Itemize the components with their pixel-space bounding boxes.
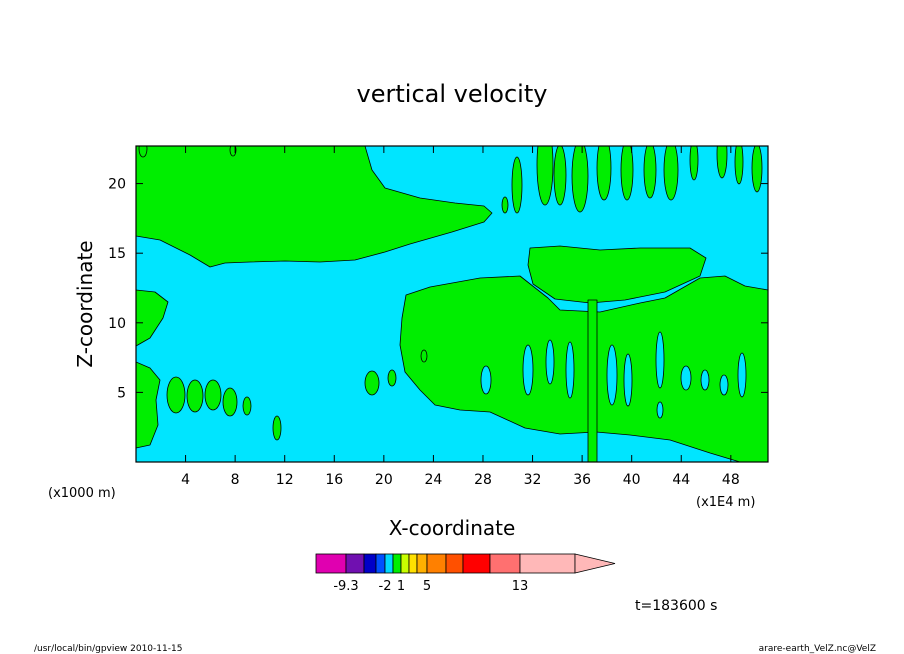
- x-tick-label: 20: [375, 472, 393, 488]
- upper-plume: [734, 146, 744, 185]
- colorbar-extend-arrow: [574, 553, 616, 574]
- downward-streak: [719, 374, 729, 396]
- downward-streak: [565, 341, 575, 399]
- x-tick-label: 24: [424, 472, 442, 488]
- downward-streak: [655, 331, 665, 389]
- x-tick-label: 40: [623, 472, 641, 488]
- colorbar-label: 5: [423, 579, 431, 594]
- y-tick-label: 10: [108, 316, 126, 332]
- x-tick-label: 4: [181, 472, 190, 488]
- upper-plume: [571, 146, 589, 213]
- upper-plume: [620, 146, 634, 201]
- y-tick-label: 20: [108, 177, 126, 193]
- colorbar-segment: [519, 553, 576, 574]
- downward-streak: [522, 344, 534, 396]
- colorbar-label: 13: [512, 579, 529, 594]
- x-tick-label: 12: [276, 472, 294, 488]
- colorbar-segment: [408, 553, 418, 574]
- plot-frame: [135, 145, 769, 463]
- colorbar-segment: [489, 553, 521, 574]
- colorbar-segment: [363, 553, 377, 574]
- y-axis-ticks: 5 10 15 20: [108, 177, 768, 401]
- downward-streak: [480, 365, 492, 395]
- colorbar-segment: [345, 553, 365, 574]
- x-tick-label: 8: [231, 472, 240, 488]
- colorbar-label: 1: [397, 579, 405, 594]
- downward-streak: [606, 344, 618, 406]
- upper-plume: [501, 196, 509, 214]
- y-tick-label: 15: [108, 246, 126, 262]
- upper-plume: [536, 146, 554, 206]
- downward-streak: [656, 401, 664, 419]
- upper-plume: [553, 146, 567, 206]
- upper-plume: [596, 146, 612, 201]
- x-unit-left: (x1000 m): [48, 486, 116, 501]
- downward-streak: [700, 369, 710, 391]
- downward-streak: [737, 352, 747, 398]
- upper-left-band: [136, 146, 493, 268]
- upper-plume: [716, 146, 728, 179]
- mid-right-region: [399, 275, 768, 462]
- colorbar-segment: [426, 553, 447, 574]
- contour-cell: [364, 370, 380, 396]
- upward-velocity-regions: [136, 146, 768, 462]
- contour-cell: [138, 146, 148, 158]
- time-label: t=183600 s: [635, 598, 717, 614]
- contour-cell: [242, 396, 252, 416]
- x-tick-label: 28: [474, 472, 492, 488]
- x-tick-label: 16: [325, 472, 343, 488]
- upper-right-band: [527, 245, 707, 304]
- colorbar-segment: [462, 553, 491, 574]
- contour-cell: [387, 369, 397, 387]
- footer-right: arare-earth_VelZ.nc@VelZ: [759, 644, 876, 654]
- lower-left-region: [136, 361, 161, 449]
- x-tick-label: 32: [524, 472, 542, 488]
- downward-streak: [545, 339, 555, 385]
- x-axis-ticks: 4 8 12 16 20 24 28 32 36 40 44 48: [181, 146, 740, 488]
- upper-plume: [663, 146, 679, 201]
- contour-cell: [272, 415, 282, 441]
- upper-plume: [643, 146, 657, 199]
- x-tick-label: 48: [722, 472, 740, 488]
- contour-cell: [420, 349, 428, 363]
- y-axis-label: Z-coordinate: [73, 240, 97, 367]
- colorbar-segment: [315, 553, 347, 574]
- upper-plume: [751, 146, 763, 193]
- colorbar-segment: [375, 553, 386, 574]
- colorbar-segment: [445, 553, 464, 574]
- chart-title: vertical velocity: [357, 80, 548, 108]
- colorbar-segment: [392, 553, 402, 574]
- x-tick-label: 44: [672, 472, 690, 488]
- downward-streak: [623, 353, 633, 407]
- central-column: [587, 299, 598, 462]
- colorbar-segment: [400, 553, 410, 574]
- y-tick-label: 5: [117, 385, 126, 401]
- footer-left: /usr/local/bin/gpview 2010-11-15: [34, 644, 182, 654]
- colorbar-label: -9.3: [333, 579, 358, 594]
- colorbar: -9.3 -2 1 5 13: [315, 553, 616, 594]
- contour-cell: [204, 379, 222, 411]
- contour-cell: [229, 146, 237, 157]
- upper-plume: [511, 156, 523, 214]
- colorbar-label: -2: [379, 579, 392, 594]
- contour-cell: [186, 379, 204, 413]
- contour-cell: [222, 387, 238, 417]
- colorbar-segment: [384, 553, 394, 574]
- contour-cell: [166, 376, 186, 414]
- left-mid-lobe: [136, 289, 169, 347]
- x-unit-right: (x1E4 m): [696, 495, 755, 510]
- x-axis-label: X-coordinate: [389, 516, 516, 540]
- x-tick-label: 36: [573, 472, 591, 488]
- upper-plume: [689, 146, 699, 181]
- downward-streak: [680, 365, 692, 391]
- colorbar-segment: [416, 553, 428, 574]
